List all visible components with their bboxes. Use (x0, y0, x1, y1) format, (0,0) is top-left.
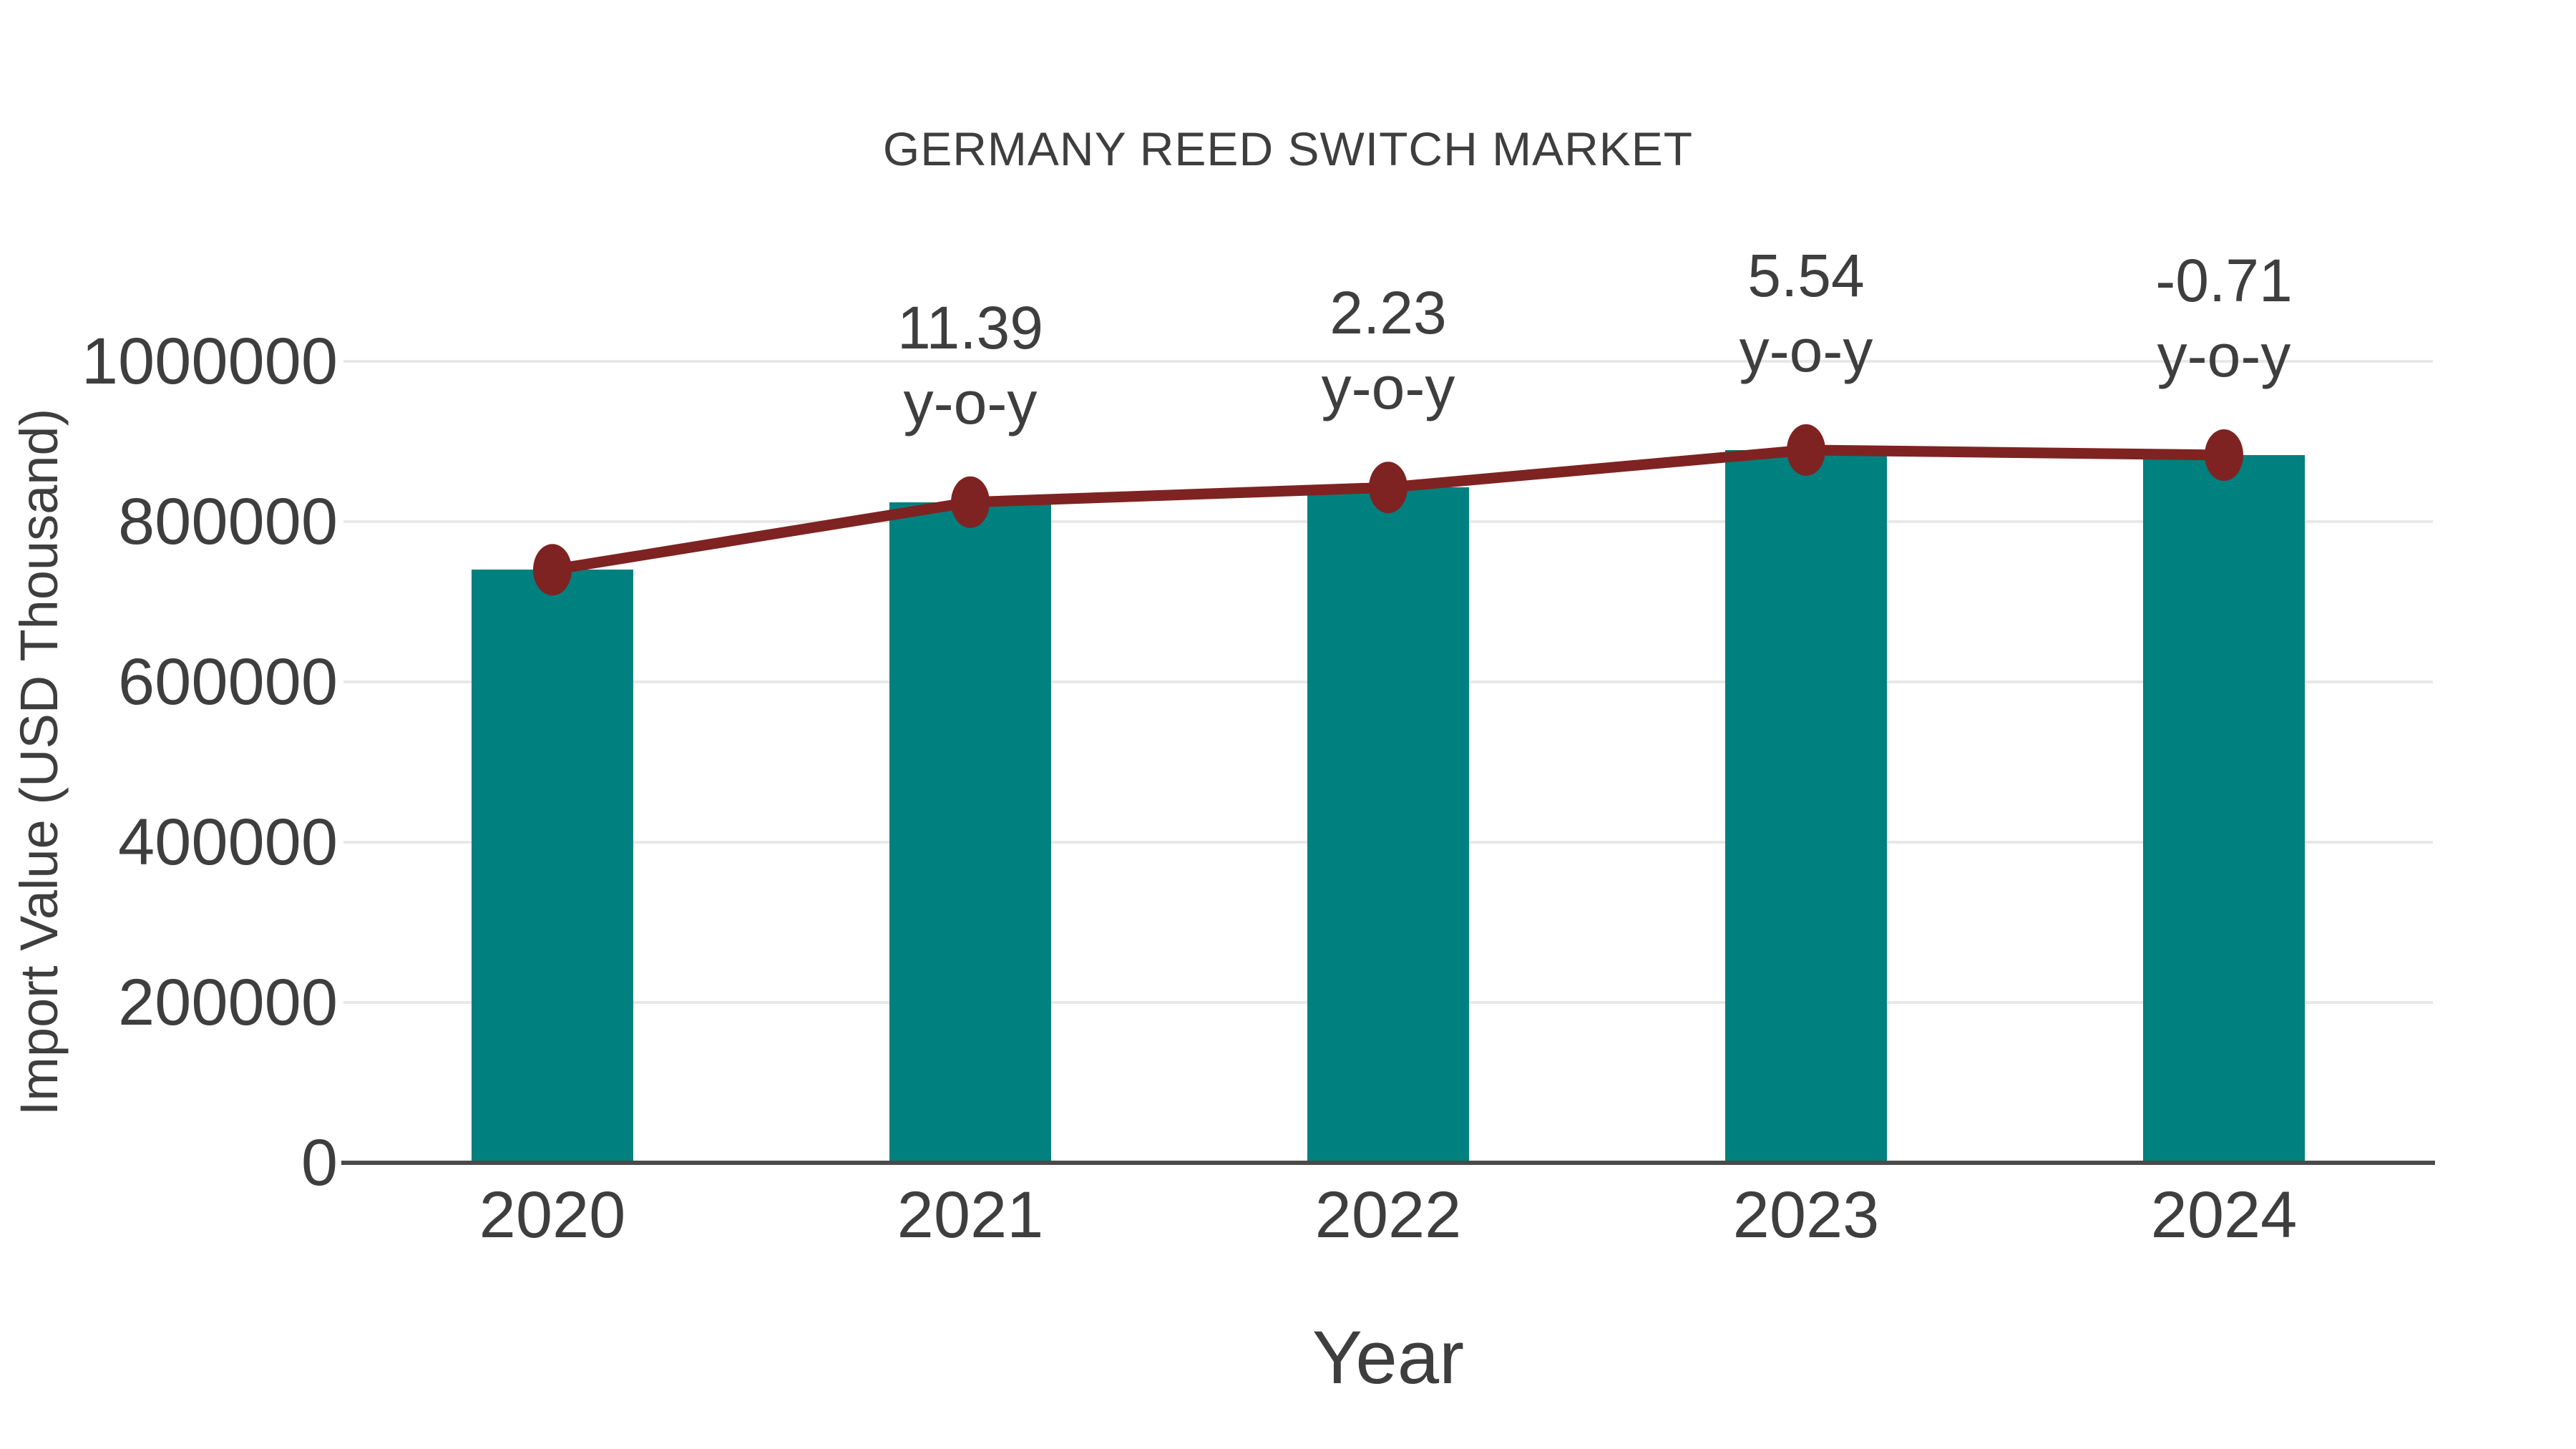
annotation-suffix-2022: y-o-y (1321, 354, 1455, 422)
annotation-2024: -0.71 y-o-y (2038, 243, 2410, 394)
annotation-value-2022: 2.23 (1330, 279, 1447, 347)
annotation-value-2024: -0.71 (2155, 246, 2293, 314)
y-tick-label-0: 0 (301, 1126, 338, 1199)
marker-2020 (533, 544, 572, 596)
annotation-suffix-2024: y-o-y (2157, 321, 2291, 389)
marker-2022 (1369, 462, 1407, 514)
x-tick-label-2023: 2023 (1732, 1179, 1880, 1252)
x-axis-title: Year (1312, 1316, 1465, 1400)
y-tick-label-200000: 200000 (118, 966, 338, 1039)
annotation-suffix-2021: y-o-y (903, 369, 1038, 436)
bar-2024 (2143, 454, 2305, 1163)
gridline-1000000 (343, 360, 2433, 363)
x-tick-label-2024: 2024 (2150, 1179, 2298, 1252)
bar-2023 (1725, 449, 1887, 1163)
x-tick-label-2021: 2021 (897, 1179, 1044, 1252)
marker-2023 (1787, 424, 1825, 476)
x-tick-label-2022: 2022 (1314, 1179, 1462, 1252)
annotation-2022: 2.23 y-o-y (1202, 275, 1574, 426)
marker-2021 (951, 476, 990, 528)
y-tick-label-400000: 400000 (118, 806, 338, 879)
annotation-2021: 11.39 y-o-y (784, 291, 1156, 441)
annotation-value-2023: 5.54 (1747, 241, 1865, 309)
annotation-value-2021: 11.39 (897, 293, 1043, 361)
y-tick-label-800000: 800000 (118, 485, 338, 558)
annotation-2023: 5.54 y-o-y (1620, 238, 1992, 389)
bar-2020 (472, 570, 633, 1163)
x-tick-label-2020: 2020 (479, 1179, 626, 1252)
chart-title: GERMANY REED SWITCH MARKET (882, 122, 1694, 175)
marker-2024 (2205, 429, 2243, 481)
bar-2022 (1307, 487, 1469, 1163)
annotation-suffix-2023: y-o-y (1739, 316, 1873, 384)
y-tick-label-1000000: 1000000 (81, 325, 338, 398)
bar-2021 (889, 502, 1051, 1163)
x-axis-line (341, 1161, 2435, 1165)
y-tick-label-600000: 600000 (118, 645, 338, 718)
